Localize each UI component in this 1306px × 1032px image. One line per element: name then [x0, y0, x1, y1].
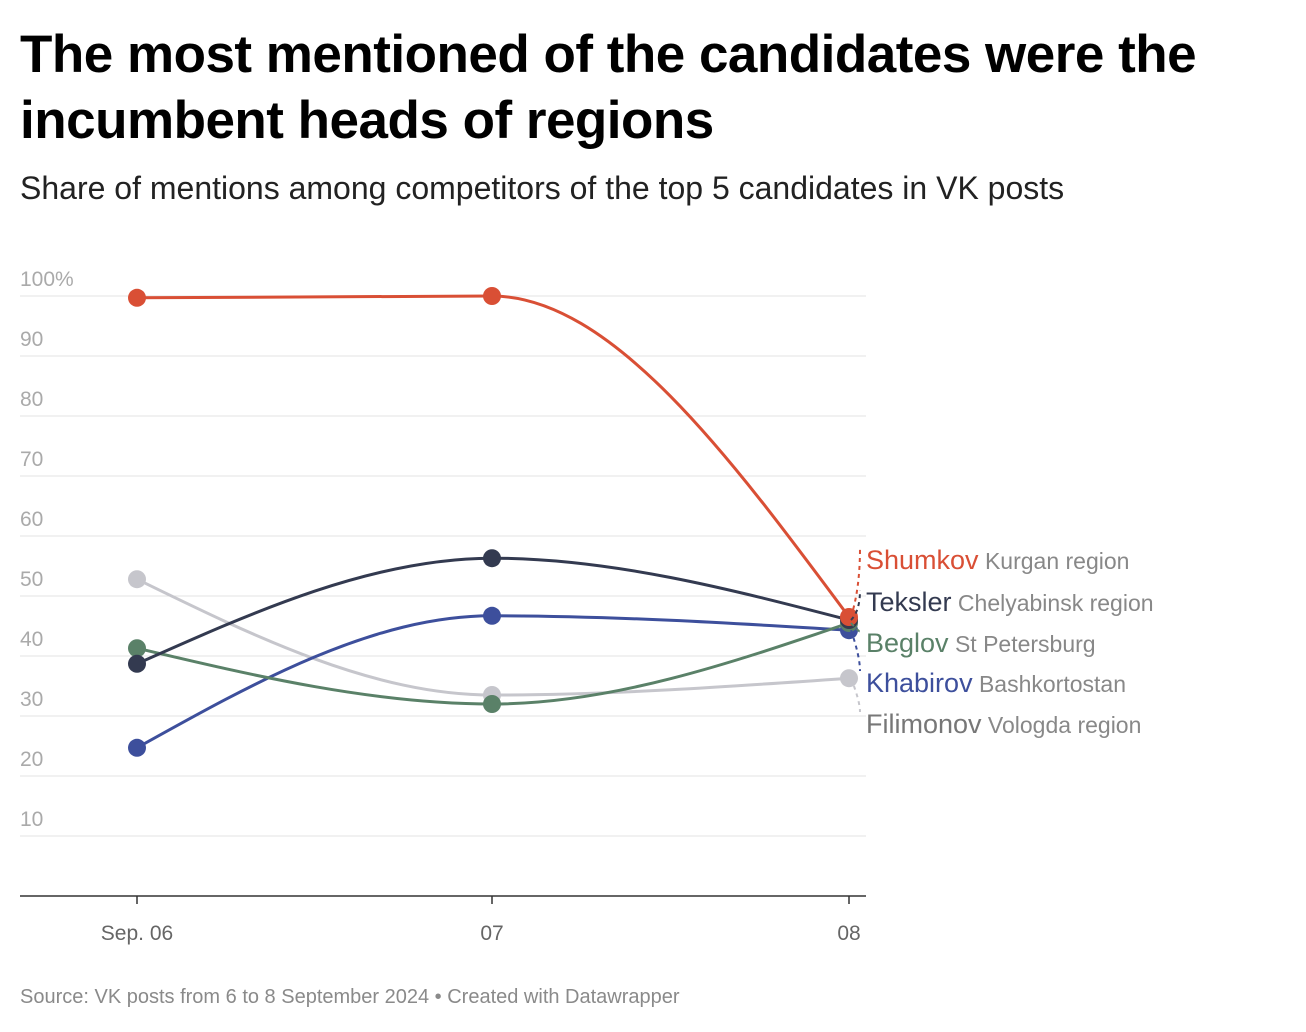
y-tick-label: 20 [20, 748, 43, 771]
data-point-filimonov [840, 669, 858, 688]
chart-title: The most mentioned of the candidates wer… [20, 25, 1197, 150]
data-point-beglov [128, 639, 146, 658]
series-label-filimonov: Filimonov Vologda region [866, 709, 1141, 739]
series-line-filimonov [136, 577, 850, 697]
data-point-filimonov [128, 570, 146, 589]
x-tick-label: 08 [837, 922, 860, 945]
series-label-teksler: Teksler Chelyabinsk region [866, 587, 1154, 617]
series-name: Shumkov [866, 545, 979, 575]
source-note: Source: VK posts from 6 to 8 September 2… [20, 986, 680, 1008]
x-tick-label: Sep. 06 [101, 922, 173, 945]
series-region: Vologda region [982, 712, 1142, 738]
data-point-shumkov [128, 288, 146, 307]
y-tick-label: 40 [20, 628, 43, 651]
series-name: Khabirov [866, 668, 973, 698]
label-connector [850, 622, 861, 633]
y-tick-label: 80 [20, 388, 43, 411]
label-connector [850, 677, 861, 713]
series-label-khabirov: Khabirov Bashkortostan [866, 668, 1126, 698]
series-line-khabirov [136, 614, 850, 750]
label-connector [850, 629, 861, 672]
data-point-shumkov [483, 287, 501, 305]
x-tick-label: 07 [480, 922, 503, 945]
y-tick-label: 70 [20, 448, 43, 471]
series-region: Chelyabinsk region [952, 590, 1154, 616]
label-connector [850, 547, 861, 618]
series-name: Beglov [866, 628, 949, 658]
y-tick-label: 50 [20, 568, 43, 591]
series-region: St Petersburg [949, 631, 1096, 657]
y-tick-label: 100% [20, 268, 74, 291]
series-line-shumkov [136, 294, 851, 618]
data-point-teksler [128, 654, 146, 673]
data-point-teksler [483, 549, 501, 568]
chart-subtitle: Share of mentions among competitors of t… [20, 170, 1065, 206]
series-label-shumkov: Shumkov Kurgan region [866, 545, 1129, 575]
series-region: Kurgan region [979, 548, 1130, 574]
y-tick-label: 90 [20, 328, 43, 351]
data-point-khabirov [128, 738, 146, 757]
series-region: Bashkortostan [973, 671, 1126, 697]
y-tick-label: 10 [20, 808, 43, 831]
data-point-beglov [483, 695, 501, 713]
y-tick-label: 60 [20, 508, 43, 531]
y-tick-label: 30 [20, 688, 43, 711]
data-point-khabirov [483, 606, 501, 625]
series-name: Filimonov [866, 709, 982, 739]
data-point-shumkov [840, 608, 858, 626]
label-connector [850, 589, 861, 621]
series-name: Teksler [866, 587, 952, 617]
series-label-beglov: Beglov St Petersburg [866, 628, 1096, 658]
